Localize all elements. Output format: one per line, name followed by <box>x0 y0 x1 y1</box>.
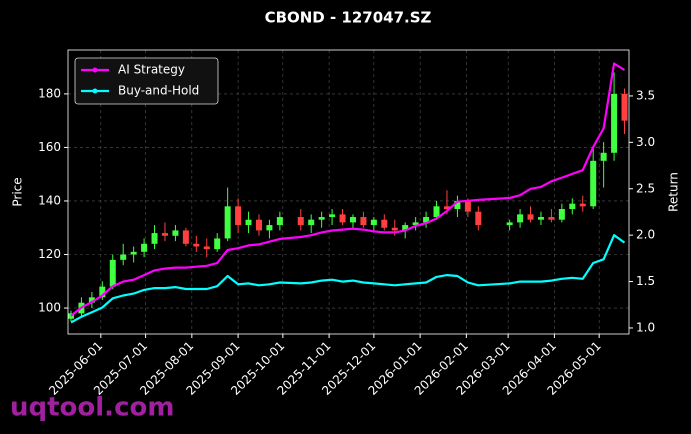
candle-body <box>443 206 450 209</box>
candle-body <box>423 217 430 223</box>
candle-body <box>172 230 179 236</box>
candle-body <box>360 217 367 226</box>
candle-body <box>235 206 242 226</box>
candle-body <box>611 93 618 153</box>
candle-body <box>506 222 513 226</box>
candle-body <box>433 206 440 218</box>
y2-tick-label: 2.5 <box>636 181 655 195</box>
candle-body <box>203 246 210 250</box>
legend-label: Buy-and-Hold <box>118 84 199 98</box>
series-line <box>70 234 626 324</box>
legend-marker <box>92 88 98 94</box>
candle-body <box>600 152 607 161</box>
candle-body <box>590 160 597 207</box>
y2-axis-label: Return <box>667 172 681 212</box>
candle-body <box>548 217 555 220</box>
candle-body <box>558 208 565 220</box>
series-line <box>70 62 626 317</box>
candle-body <box>621 93 628 121</box>
chart-title: CBOND - 127047.SZ <box>265 9 432 27</box>
y2-tick-label: 2.0 <box>636 228 655 242</box>
candle-body <box>412 222 419 226</box>
candle-body <box>527 214 534 220</box>
y-axis-label: Price <box>11 177 25 206</box>
candle-body <box>308 219 315 226</box>
candle-body <box>276 217 283 226</box>
candle-body <box>297 217 304 226</box>
candle-body <box>245 219 252 226</box>
plot-frame <box>67 49 630 335</box>
candle-body <box>517 214 524 223</box>
y-tick-label: 180 <box>38 86 61 100</box>
y-tick-label: 120 <box>38 247 61 261</box>
y2-tick-label: 1.0 <box>636 320 655 334</box>
candle-body <box>67 313 74 319</box>
y-tick-label: 100 <box>38 301 61 315</box>
candle-body <box>161 233 168 236</box>
candle-body <box>349 217 356 223</box>
watermark: uqtool.com <box>10 393 174 423</box>
candle-body <box>224 206 231 239</box>
y-tick-label: 140 <box>38 193 61 207</box>
legend-box <box>74 57 219 105</box>
candle-body <box>569 203 576 209</box>
candle-body <box>370 219 377 226</box>
candle-body <box>329 214 336 218</box>
candle-body <box>537 217 544 220</box>
y-tick-label: 160 <box>38 140 61 154</box>
candle-body <box>130 251 137 255</box>
candle-body <box>266 225 273 231</box>
candle-body <box>402 225 409 231</box>
candle-body <box>339 214 346 223</box>
candle-body <box>151 233 158 244</box>
candle-body <box>255 219 262 231</box>
candle-body <box>391 227 398 231</box>
candle-body <box>88 297 95 303</box>
candle-body <box>454 200 461 209</box>
candle-body <box>381 219 388 228</box>
candle-body <box>99 286 106 298</box>
candle-body <box>464 200 471 212</box>
legend-label: AI Strategy <box>118 63 185 77</box>
y2-tick-label: 3.5 <box>636 88 655 102</box>
candle-body <box>182 230 189 244</box>
y2-tick-label: 1.5 <box>636 274 655 288</box>
candle-body <box>109 259 116 287</box>
candle-body <box>579 203 586 207</box>
candle-body <box>193 243 200 247</box>
legend-marker <box>92 67 98 73</box>
candle-body <box>318 217 325 220</box>
candle-body <box>120 254 127 260</box>
y2-tick-label: 3.0 <box>636 135 655 149</box>
candle-body <box>214 238 221 250</box>
candle-body <box>141 243 148 252</box>
candle-body <box>475 211 482 226</box>
